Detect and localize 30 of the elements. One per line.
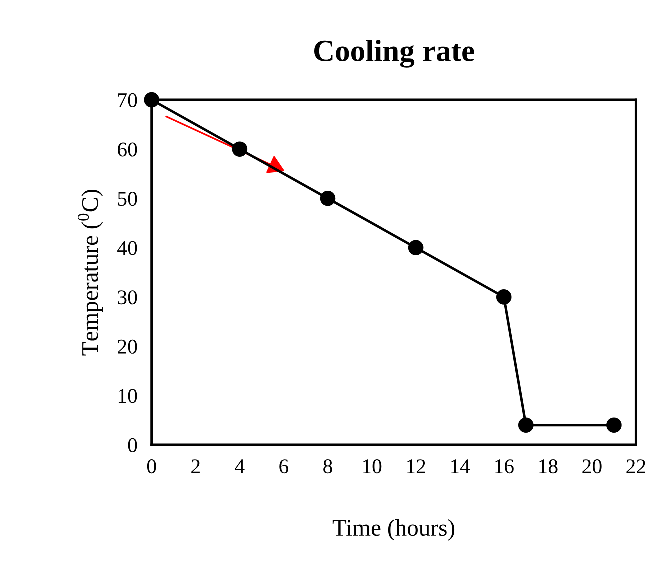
x-tick-label: 16 <box>496 460 514 474</box>
point <box>518 418 534 433</box>
chart-title: Cooling rate <box>314 40 474 68</box>
x-tick-label: 12 <box>407 460 426 474</box>
y-tick-label: 60 <box>118 142 138 157</box>
point <box>320 190 336 206</box>
x-tick-label: 14 <box>452 460 470 474</box>
x-axis-title: Time (hours) <box>332 520 455 541</box>
y-tick-label: 50 <box>118 192 138 206</box>
x-tick-label: 2 <box>192 460 200 474</box>
x-tick-label: 6 <box>280 460 289 474</box>
x-tick-label: 4 <box>235 460 245 474</box>
x-tick-label: 20 <box>582 460 602 474</box>
point <box>232 142 248 157</box>
point <box>408 240 424 256</box>
y-tick-label: 30 <box>118 290 138 305</box>
y-tick-label: 40 <box>118 241 138 256</box>
point <box>606 418 622 433</box>
y-axis-title: Temperature ($^{0}$C) <box>78 190 104 356</box>
x-tick-label: 22 <box>626 460 646 474</box>
y-tick-label: 10 <box>118 389 138 404</box>
x-tick-label: 8 <box>324 460 332 474</box>
point <box>496 290 512 305</box>
point <box>144 92 160 108</box>
x-tick-label: 10 <box>363 460 382 474</box>
x-tick-label: 0 <box>147 460 156 474</box>
y-tick-label: 70 <box>118 93 138 108</box>
x-tick-label: 18 <box>540 460 558 474</box>
y-tick-label: 0 <box>128 438 138 452</box>
y-tick-label: 20 <box>118 340 138 354</box>
